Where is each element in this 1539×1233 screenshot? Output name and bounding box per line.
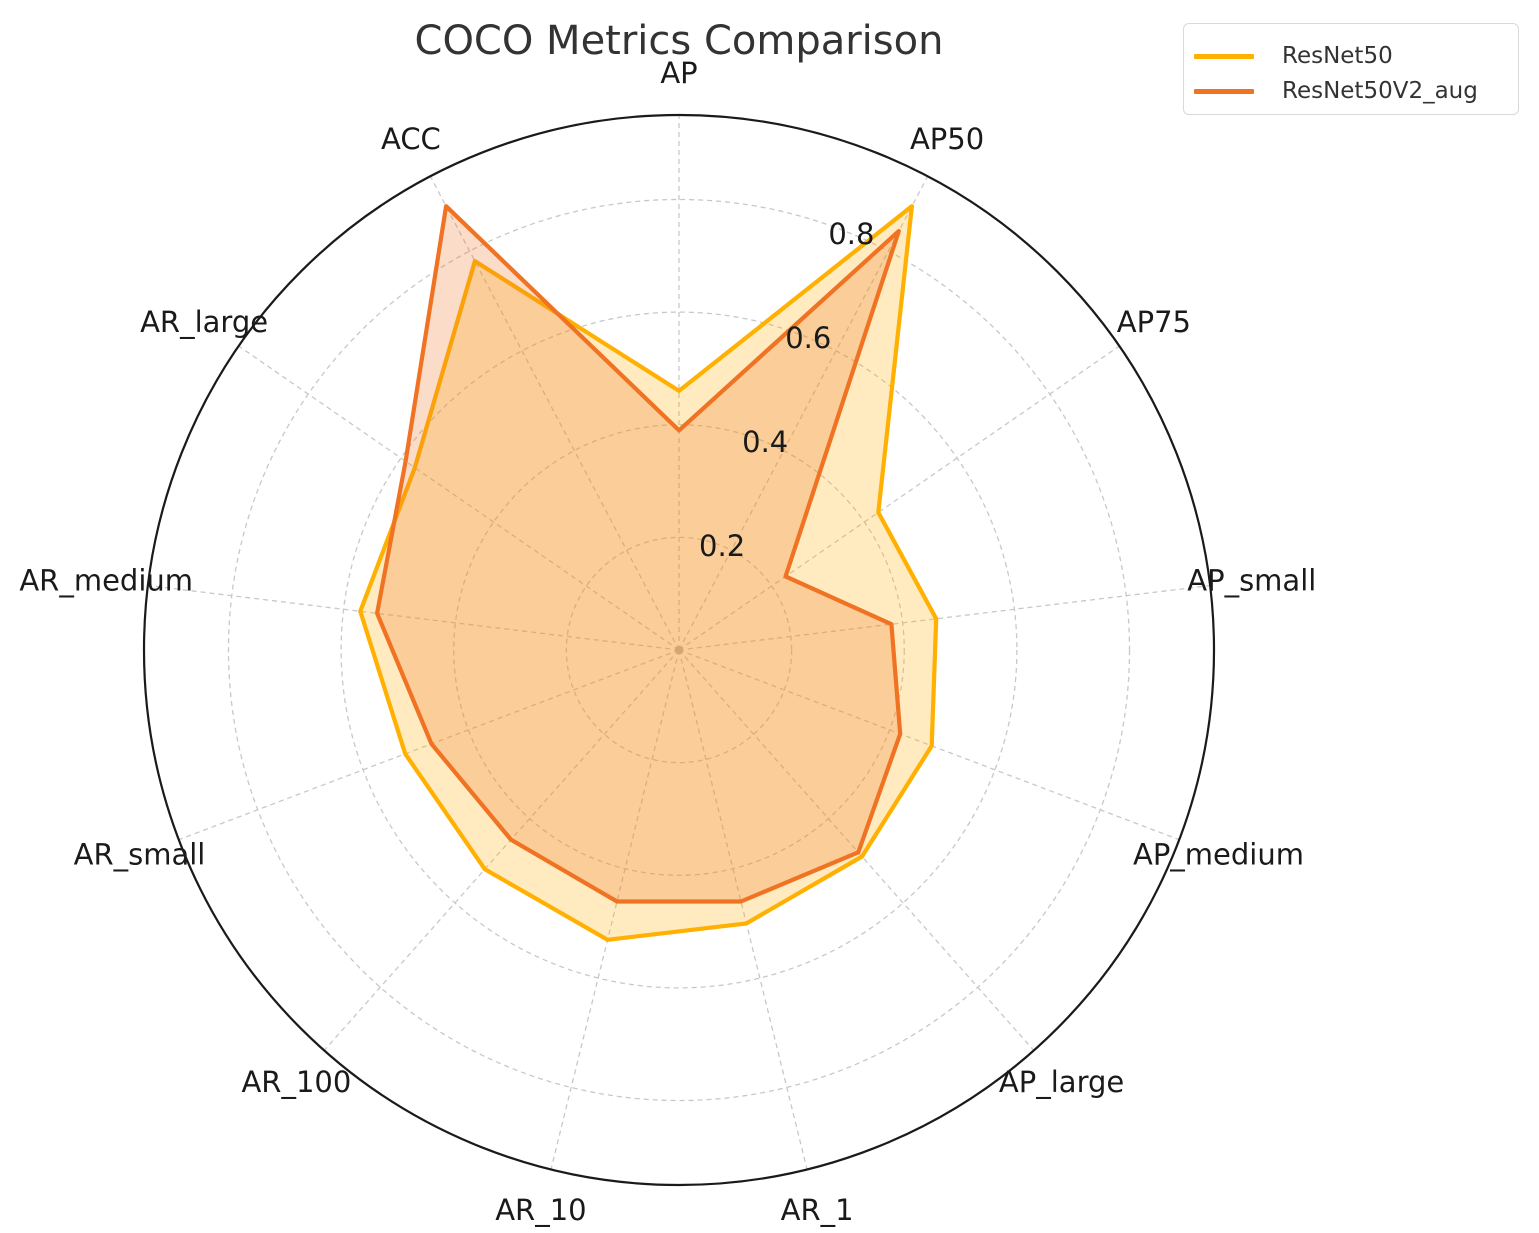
axis-label-ar-100: AR_100 [241,1065,351,1099]
spoke-ar-large [238,345,680,651]
axis-label-ar-small: AR_small [74,838,206,872]
legend-label: ResNet50V2_aug [1282,78,1478,104]
spoke-ar-100 [323,649,680,1051]
radial-tick-labels: 0.2 0.4 0.6 0.8 [699,217,874,563]
spoke-acc [429,175,680,651]
legend-swatch-resnet50v2-aug [1194,88,1254,94]
grid-circle-2 [340,311,1018,989]
spoke-ar-10 [550,649,680,1170]
axis-label-ap75: AP75 [1117,305,1191,339]
axis-label-ap-medium: AP_medium [1133,838,1304,872]
legend-swatch-resnet50 [1194,53,1254,59]
outer-frame [142,113,1216,1187]
axis-label-ap: AP [660,56,697,90]
axis-label-ap50: AP50 [910,122,984,156]
series-line-resnet50 [358,204,939,942]
legend-item-resnet50: ResNet50 [1194,41,1393,71]
axis-label-ap-large: AP_large [999,1065,1124,1099]
axis-label-ar-medium: AR_medium [19,564,193,598]
series-fill-resnet50 [360,206,937,940]
series-line-resnet50v2-aug [375,204,903,904]
tick-label-1: 0.4 [742,425,788,459]
spoke-ar-1 [678,649,808,1170]
grid-circle-1 [453,424,905,876]
axis-label-ar-large: AR_large [140,305,268,339]
tick-label-3: 0.8 [828,217,874,251]
axis-label-acc: ACC [381,122,441,156]
chart-title: COCO Metrics Comparison [415,18,944,64]
radar-series [358,204,939,942]
spoke-ar-medium [147,584,680,651]
spoke-ap75 [678,345,1120,651]
spoke-ap50 [678,175,929,651]
axis-labels: AP AP50 AP75 AP_small AP_medium AP_large AR_1 A… [19,56,1316,1227]
grid-circle-3 [227,198,1131,1102]
tick-label-0: 0.2 [699,529,745,563]
spoke-ar-small [178,649,680,841]
center-dot [675,646,683,654]
legend: ResNet50 ResNet50V2_aug [1183,23,1519,115]
radar-grid [142,113,1216,1187]
tick-label-2: 0.6 [785,321,831,355]
grid-circle-0 [565,536,793,764]
series-fill-resnet50v2-aug [377,206,901,902]
legend-item-resnet50v2-aug: ResNet50V2_aug [1194,76,1478,106]
axis-label-ar-1: AR_1 [781,1193,854,1227]
axis-label-ar-10: AR_10 [495,1193,586,1227]
spoke-ap-large [678,649,1035,1051]
spoke-ap-medium [678,649,1180,841]
axis-label-ap-small: AP_small [1187,564,1316,598]
spoke-ap-small [678,584,1211,651]
legend-label: ResNet50 [1282,43,1393,69]
